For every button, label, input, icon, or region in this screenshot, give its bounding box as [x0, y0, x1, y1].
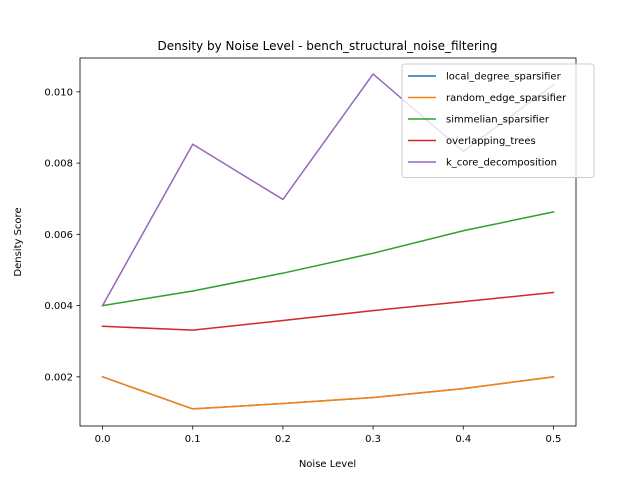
x-tick-label: 0.5	[546, 434, 562, 445]
y-axis: 0.002 0.004 0.006 0.008 0.010	[44, 87, 80, 383]
x-tick-label: 0.4	[455, 434, 471, 445]
legend-label: random_edge_sparsifier	[446, 93, 567, 104]
y-tick-label: 0.004	[44, 301, 73, 312]
x-tick-label: 0.0	[95, 434, 111, 445]
chart-title: Density by Noise Level - bench_structura…	[158, 39, 498, 53]
y-tick-label: 0.002	[44, 372, 73, 383]
x-tick-label: 0.2	[275, 434, 291, 445]
y-tick-label: 0.006	[44, 230, 73, 241]
y-tick-label: 0.008	[44, 159, 73, 170]
series-line-random-edge-sparsifier	[101, 375, 555, 410]
legend-box	[401, 63, 595, 178]
series-line-simmelian-sparsifier	[101, 211, 555, 307]
legend-label: k_core_decomposition	[446, 158, 557, 169]
plot-area-frame	[79, 57, 577, 427]
x-tick-label: 0.1	[185, 434, 201, 445]
y-axis-label: Density Score	[13, 207, 24, 276]
series-layer	[101, 73, 555, 410]
legend-label: simmelian_sparsifier	[446, 115, 550, 126]
legend-label: overlapping_trees	[446, 136, 536, 147]
legend-label: local_degree_sparsifier	[446, 72, 562, 83]
x-tick-label: 0.3	[365, 434, 381, 445]
x-axis: 0.0 0.1 0.2 0.3 0.4 0.5	[95, 426, 562, 445]
legend: local_degree_sparsifier random_edge_spars…	[401, 63, 595, 178]
series-line-local-degree-sparsifier	[101, 375, 555, 410]
series-line-overlapping-trees	[101, 291, 555, 331]
y-tick-label: 0.010	[44, 87, 73, 98]
x-axis-label: Noise Level	[299, 459, 356, 470]
